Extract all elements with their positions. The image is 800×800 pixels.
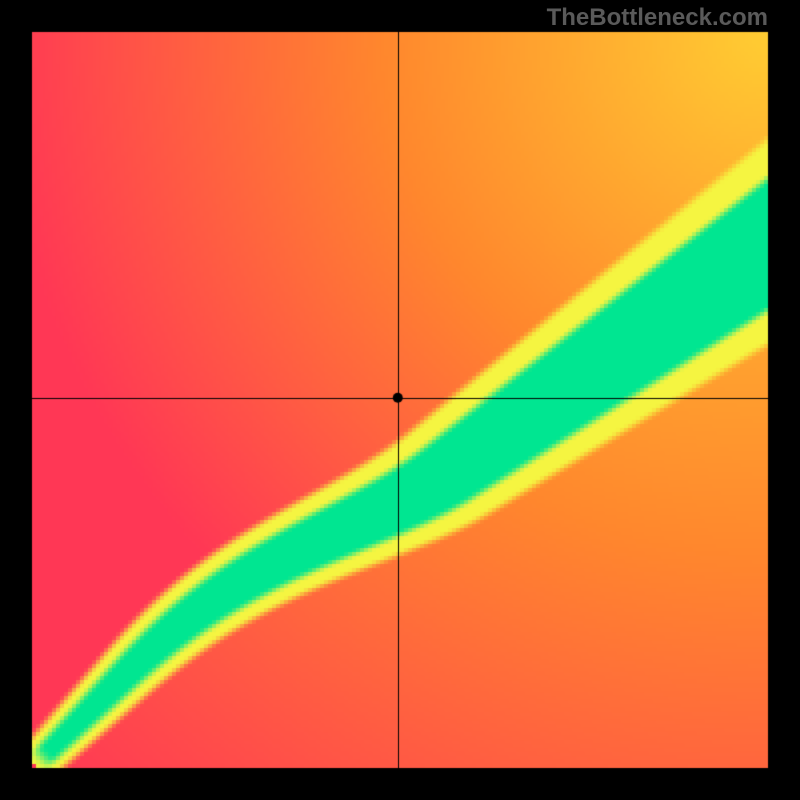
bottleneck-heatmap bbox=[0, 0, 800, 800]
chart-container: TheBottleneck.com bbox=[0, 0, 800, 800]
watermark-text: TheBottleneck.com bbox=[547, 4, 768, 32]
